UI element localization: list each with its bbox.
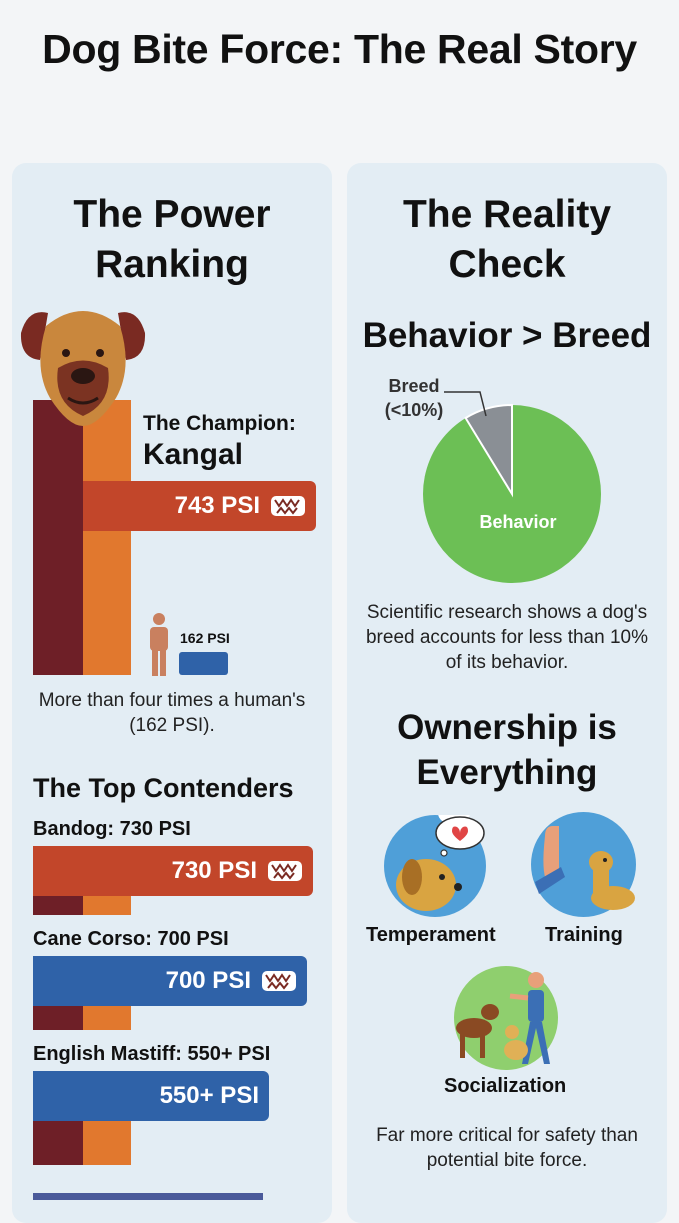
person-playing-dogs-icon (456, 972, 550, 1064)
jaw-icon (271, 496, 305, 516)
socialization-label: Socialization (444, 1075, 567, 1097)
mastiff-dog-icon (20, 311, 146, 426)
jaw-icon (262, 971, 296, 991)
training-label: Training (545, 924, 623, 946)
contender-value: 700 PSI (165, 967, 251, 994)
jaw-icon (268, 861, 302, 881)
power-ranking-heading: The Power Ranking (73, 193, 271, 286)
champion-name: Kangal (143, 438, 244, 471)
pie-leader-line (444, 391, 487, 417)
contender-base-maroon (33, 895, 83, 915)
closing-note: Far more critical for safety than potent… (376, 1125, 638, 1171)
pie-label-breed: Breed (<10%) (384, 376, 444, 420)
contender-base-maroon (33, 1120, 83, 1165)
contender-bar: 730 PSI (33, 846, 313, 896)
contender-label: English Mastiff: 550+ PSI (33, 1043, 271, 1065)
reality-check-heading: The Reality Check (402, 193, 612, 286)
behavior-breed-pie-chart: Behavior (423, 403, 601, 583)
champion-value: 743 PSI (174, 492, 260, 519)
contender-base-orange (83, 895, 131, 915)
contenders-title: The Top Contenders (33, 773, 294, 803)
comparison-text: More than four times a human's (162 PSI)… (38, 690, 306, 736)
human-figure-icon (150, 613, 168, 676)
champion-bar: 743 PSI (83, 481, 316, 531)
page-title: Dog Bite Force: The Real Story (42, 26, 637, 72)
contender-label: Bandog: 730 PSI (33, 818, 191, 840)
contender-label: Cane Corso: 700 PSI (33, 928, 229, 950)
human-psi-label: 162 PSI (180, 630, 230, 646)
pie-slice-breed (464, 403, 513, 498)
research-note: Scientific research shows a dog's breed … (365, 602, 648, 673)
contender-base-orange (83, 1120, 131, 1165)
champion-column-maroon (33, 400, 83, 675)
temperament-label: Temperament (366, 924, 496, 946)
hand-stop-dog-icon (535, 826, 635, 910)
heart-thought-bubble-icon (435, 816, 485, 857)
next-contender-bar-edge (33, 1193, 263, 1200)
contender-base-orange (83, 1005, 131, 1030)
contender-value: 550+ PSI (159, 1082, 259, 1109)
behavior-breed-heading: Behavior > Breed (362, 316, 652, 355)
contender-base-maroon (33, 1005, 83, 1030)
ownership-heading: Ownership is Everything (397, 708, 617, 792)
contender-bar: 700 PSI (33, 956, 307, 1006)
contender-bar: 550+ PSI (33, 1071, 269, 1121)
contender-value: 730 PSI (171, 857, 257, 884)
champion-column-orange (83, 400, 131, 675)
human-bar (179, 652, 228, 675)
champion-label: The Champion: (143, 412, 296, 435)
pie-label-behavior: Behavior (479, 512, 556, 532)
